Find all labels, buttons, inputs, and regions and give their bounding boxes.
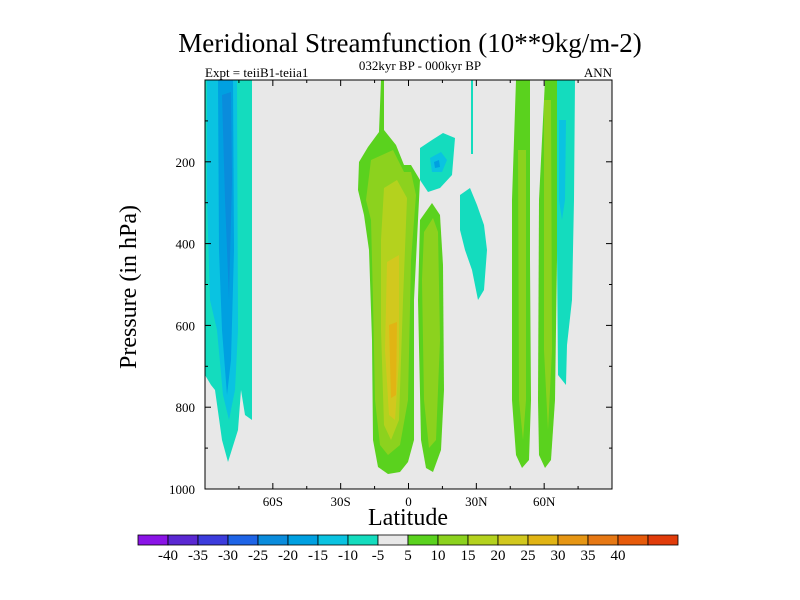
colorbar-label: 35 bbox=[581, 548, 596, 564]
colorbar-swatch bbox=[527, 534, 559, 546]
season-label: ANN bbox=[584, 65, 613, 80]
colorbar-swatch bbox=[227, 534, 259, 546]
x-axis: 60S 30S 0 30N 60N bbox=[204, 80, 613, 509]
colorbar-swatch bbox=[497, 534, 529, 546]
colorbar-label: 40 bbox=[611, 548, 626, 564]
positive-cell-north-shade-2 bbox=[422, 218, 440, 448]
y-tick-label: 400 bbox=[176, 237, 196, 252]
colorbar-swatch bbox=[287, 534, 319, 546]
positive-band-60n-shade-2 bbox=[518, 150, 526, 440]
colorbar-label: -35 bbox=[188, 548, 208, 564]
colorbar: -40 -35 -30 -25 -20 -15 -10 -5 5 10 15 20 25 30 35 40 bbox=[137, 534, 679, 564]
y-axis-label: Pressure (in hPa) bbox=[116, 205, 142, 369]
colorbar-label: -20 bbox=[278, 548, 298, 564]
colorbar-label: 20 bbox=[491, 548, 506, 564]
period-label: 032kyr BP - 000kyr BP bbox=[359, 58, 481, 73]
colorbar-swatch bbox=[437, 534, 469, 546]
colorbar-swatch bbox=[167, 534, 199, 546]
colorbar-swatch bbox=[197, 534, 229, 546]
colorbar-swatch bbox=[647, 534, 679, 546]
colorbar-label: -30 bbox=[218, 548, 238, 564]
negative-cell-shade-4 bbox=[222, 92, 232, 300]
colorbar-label: -15 bbox=[308, 548, 328, 564]
negative-band-north-shade-2 bbox=[471, 80, 473, 154]
y-tick-label: 800 bbox=[176, 400, 196, 415]
negative-cell-north-shade-3 bbox=[434, 160, 440, 168]
negative-band-north-shade-1 bbox=[460, 188, 487, 300]
x-tick-label: 30S bbox=[331, 494, 351, 509]
colorbar-swatch bbox=[407, 534, 439, 546]
chart-title: Meridional Streamfunction (10**9kg/m-2) bbox=[178, 28, 641, 58]
colorbar-swatch bbox=[257, 534, 289, 546]
colorbar-label: 10 bbox=[431, 548, 446, 564]
colorbar-swatch bbox=[317, 534, 349, 546]
contour-fields bbox=[205, 80, 575, 474]
colorbar-label: -5 bbox=[372, 548, 385, 564]
colorbar-swatch bbox=[557, 534, 589, 546]
y-tick-label: 600 bbox=[176, 318, 196, 333]
x-axis-label: Latitude bbox=[368, 505, 448, 531]
colorbar-label: -25 bbox=[248, 548, 268, 564]
colorbar-swatch bbox=[347, 534, 379, 546]
colorbar-label: 25 bbox=[521, 548, 536, 564]
colorbar-swatch bbox=[377, 534, 409, 546]
positive-cell-south-shade-5 bbox=[389, 322, 397, 398]
x-tick-label: 60N bbox=[533, 494, 556, 509]
positive-band-polar-shade-2 bbox=[544, 100, 552, 430]
colorbar-swatch bbox=[467, 534, 499, 546]
colorbar-swatch bbox=[617, 534, 649, 546]
colorbar-label: 30 bbox=[551, 548, 566, 564]
colorbar-label: 5 bbox=[404, 548, 412, 564]
negative-band-polar-shade-2 bbox=[559, 120, 566, 220]
y-tick-label: 200 bbox=[176, 155, 196, 170]
colorbar-swatch bbox=[587, 534, 619, 546]
x-tick-label: 30N bbox=[465, 494, 488, 509]
experiment-label: Expt = teiiB1-teiia1 bbox=[205, 65, 308, 80]
x-tick-label: 0 bbox=[405, 494, 412, 509]
y-axis: 200 400 600 800 1000 bbox=[169, 120, 612, 497]
y-tick-label: 1000 bbox=[169, 482, 195, 497]
colorbar-label: 15 bbox=[461, 548, 476, 564]
colorbar-swatch bbox=[137, 534, 169, 546]
colorbar-label: -40 bbox=[158, 548, 178, 564]
colorbar-label: -10 bbox=[338, 548, 358, 564]
x-tick-label: 60S bbox=[263, 494, 283, 509]
